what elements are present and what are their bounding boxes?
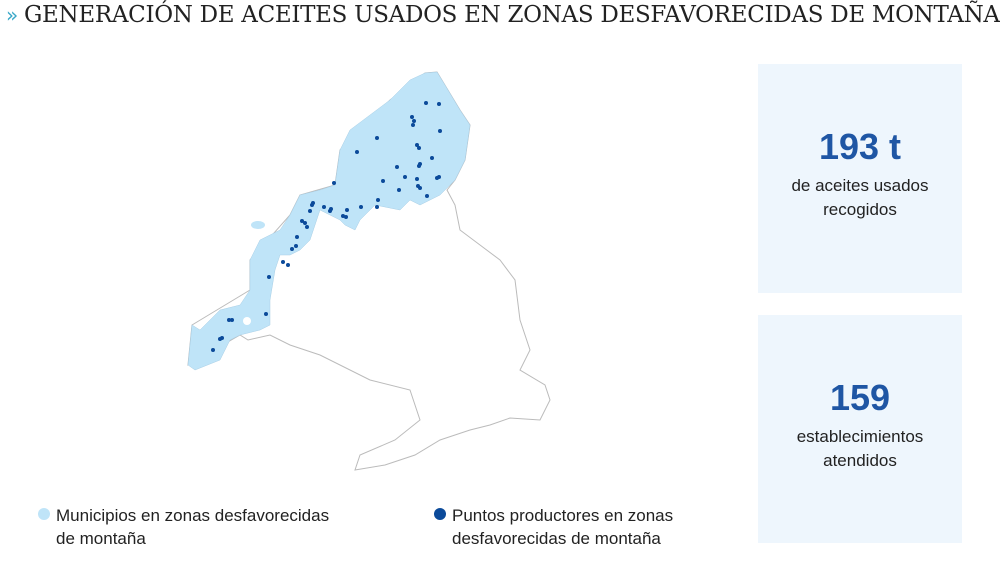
production-point — [300, 219, 304, 223]
production-point — [286, 263, 290, 267]
stat-label: de aceites usados recogidos — [758, 174, 962, 222]
production-point — [308, 209, 312, 213]
production-point — [227, 318, 231, 322]
production-point — [395, 165, 399, 169]
production-point — [332, 181, 336, 185]
legend-label-line2: de montaña — [56, 529, 146, 548]
legend-label-line2: desfavorecidas de montaña — [452, 529, 661, 548]
stat-value: 159 — [829, 377, 891, 418]
production-point — [415, 177, 419, 181]
production-point — [403, 175, 407, 179]
stat-panel-establishments: 159 establecimientos atendidos — [758, 315, 962, 543]
production-point — [303, 221, 307, 225]
production-points — [211, 101, 442, 352]
production-point — [264, 312, 268, 316]
dark-blue-dot-icon — [434, 508, 446, 520]
legend-label-line1: Puntos productores en zonas — [452, 506, 674, 525]
legend-label-line1: Municipios en zonas desfavorecidas — [56, 506, 330, 525]
enclave-hole — [243, 317, 251, 325]
production-point — [328, 209, 332, 213]
production-point — [290, 247, 294, 251]
island-area — [251, 221, 265, 229]
production-point — [359, 205, 363, 209]
production-point — [355, 150, 359, 154]
production-point — [437, 102, 441, 106]
production-point — [294, 244, 298, 248]
production-point — [322, 205, 326, 209]
production-point — [345, 208, 349, 212]
production-point — [376, 198, 380, 202]
legend-item-points: Puntos productores en zonas desfavorecid… — [434, 504, 674, 550]
production-point — [437, 175, 441, 179]
stat-label-line1: establecimientos — [796, 427, 924, 446]
page-title: » GENERACIÓN DE ACEITES USADOS EN ZONAS D… — [6, 2, 1000, 28]
stat-label: establecimientos atendidos — [758, 425, 962, 473]
light-blue-dot-icon — [38, 508, 50, 520]
stat-panel-oil: 193 t de aceites usados recogidos — [758, 64, 962, 293]
legend-item-zones: Municipios en zonas desfavorecidas de mo… — [38, 504, 330, 550]
title-text: GENERACIÓN DE ACEITES USADOS EN ZONAS DE… — [23, 2, 1000, 28]
production-point — [411, 123, 415, 127]
production-point — [281, 260, 285, 264]
production-point — [211, 348, 215, 352]
double-chevron-right-icon: » — [6, 3, 18, 27]
production-point — [417, 146, 421, 150]
production-point — [438, 129, 442, 133]
production-point — [344, 215, 348, 219]
stat-value: 193 t — [818, 126, 902, 167]
production-point — [230, 318, 234, 322]
production-point — [375, 205, 379, 209]
production-point — [397, 188, 401, 192]
production-point — [218, 337, 222, 341]
production-point — [415, 143, 419, 147]
production-point — [305, 225, 309, 229]
production-point — [410, 115, 414, 119]
stat-label-line2: recogidos — [823, 200, 897, 219]
production-point — [418, 186, 422, 190]
production-point — [412, 119, 416, 123]
stat-label-line2: atendidos — [823, 451, 897, 470]
production-point — [381, 179, 385, 183]
production-point — [425, 194, 429, 198]
mountain-zone-area — [187, 71, 471, 371]
production-point — [424, 101, 428, 105]
production-point — [375, 136, 379, 140]
production-point — [295, 235, 299, 239]
stat-label-line1: de aceites usados — [791, 176, 929, 195]
production-point — [310, 203, 314, 207]
production-point — [417, 164, 421, 168]
production-point — [267, 275, 271, 279]
production-point — [430, 156, 434, 160]
